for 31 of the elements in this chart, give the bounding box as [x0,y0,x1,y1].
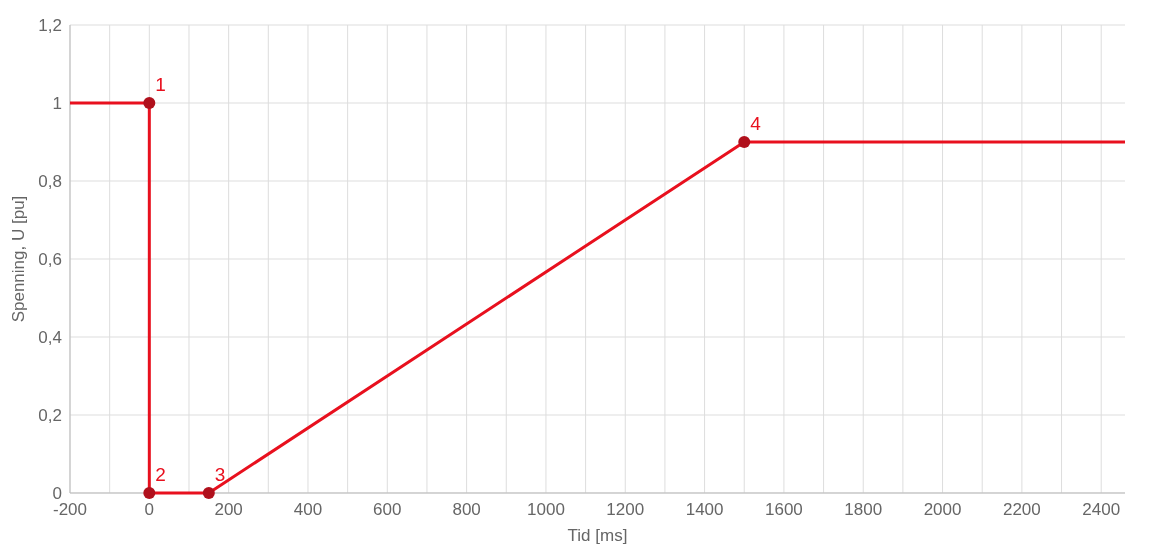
x-tick-label: 400 [293,500,323,519]
x-tick-label: 2400 [1082,500,1121,519]
point [143,97,156,109]
y-tick-label: 0,8 [38,172,62,191]
x-tick-label: 1400 [685,500,724,519]
x-tick-label: -200 [52,500,88,519]
x-tick-label: 2000 [923,500,962,519]
y-tick-label: 0,4 [38,328,62,347]
y-tick-label: 0,2 [38,406,62,425]
point [202,487,215,499]
x-tick-label: 600 [373,500,402,519]
x-tick-label: 2200 [1002,500,1041,519]
y-tick-label: 0 [52,484,62,503]
x-tick-label: 1000 [527,500,565,519]
x-tick-label: 800 [452,500,481,519]
annotation: 2 [155,464,166,485]
y-tick-label: 1 [52,94,62,113]
x-tick-label: 1800 [844,500,883,519]
x-axis-title: Tid [ms] [567,526,628,545]
annotation: 3 [214,464,226,485]
x-tick-label: 200 [214,500,243,519]
x-tick-label: 1600 [765,500,803,519]
y-tick-label: 0,6 [38,250,62,269]
point [738,136,751,148]
x-tick-label: 1200 [606,500,645,519]
x-tick-label: 0 [144,500,155,519]
point [143,487,156,499]
y-axis-title: Spenning, U [pu] [9,195,28,323]
annotation: 1 [155,74,166,95]
y-tick-label: 1,2 [38,16,62,35]
annotation: 4 [750,113,762,134]
